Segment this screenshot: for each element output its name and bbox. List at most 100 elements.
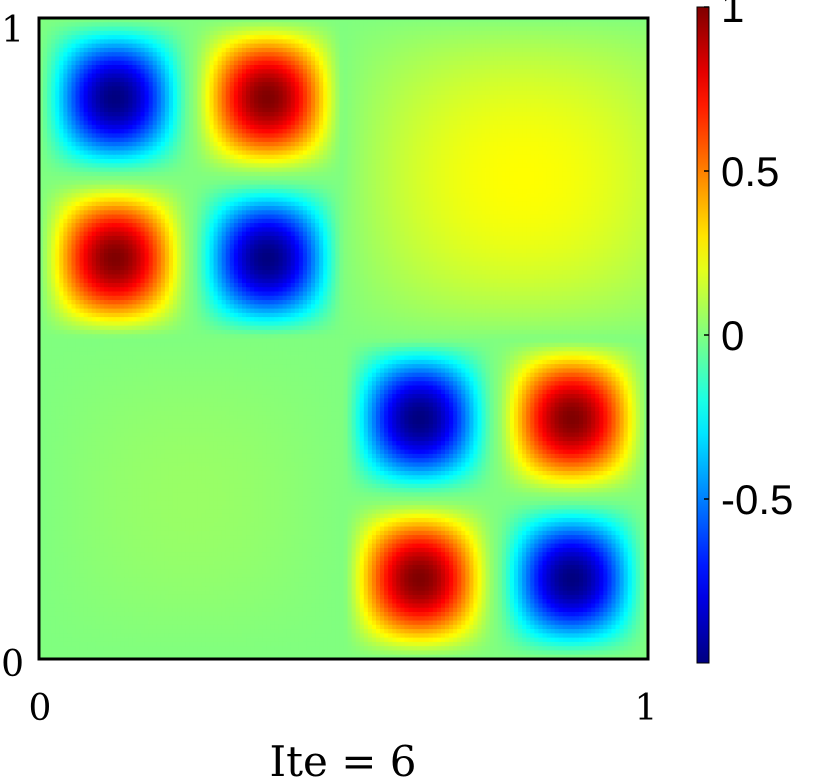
heatmap-cell <box>254 43 259 49</box>
heatmap-cell <box>168 82 174 87</box>
heatmap-cell <box>99 112 105 117</box>
heatmap-cell <box>250 77 255 83</box>
heatmap-cell <box>39 94 44 100</box>
heatmap-cell <box>128 154 133 160</box>
heatmap-cell <box>315 52 320 58</box>
heatmap-cell <box>79 22 85 28</box>
heatmap-cell <box>177 154 182 160</box>
heatmap-cell <box>290 99 296 105</box>
heatmap-cell <box>67 22 73 28</box>
heatmap-cell <box>278 120 284 126</box>
heatmap-cell <box>229 129 235 134</box>
heatmap-cell <box>591 154 596 160</box>
heatmap-cell <box>534 99 539 105</box>
heatmap-cell <box>367 116 373 122</box>
heatmap-cell <box>63 18 69 23</box>
heatmap-cell <box>290 103 296 109</box>
heatmap-cell <box>432 69 438 75</box>
heatmap-cell <box>384 73 389 79</box>
heatmap-cell <box>323 77 328 83</box>
heatmap-cell <box>274 39 280 45</box>
heatmap-cell <box>599 39 604 45</box>
heatmap-cell <box>412 141 418 147</box>
heatmap-cell <box>591 133 596 139</box>
heatmap-cell <box>355 133 361 139</box>
heatmap-cell <box>396 18 401 23</box>
heatmap-cell <box>522 30 527 36</box>
heatmap-cell <box>209 107 215 113</box>
heatmap-cell <box>103 116 109 122</box>
heatmap-cell <box>615 112 621 117</box>
heatmap-cell <box>619 112 625 117</box>
heatmap-cell <box>193 60 198 66</box>
heatmap-cell <box>152 22 158 28</box>
heatmap-cell <box>599 47 604 53</box>
heatmap-cell <box>116 73 121 79</box>
heatmap-cell <box>59 133 64 139</box>
heatmap-cell <box>128 73 133 79</box>
heatmap-cell <box>59 22 64 28</box>
heatmap-cell <box>278 47 284 53</box>
heatmap-cell <box>392 39 397 45</box>
heatmap-cell <box>116 154 121 160</box>
heatmap-cell <box>185 146 190 152</box>
heatmap-cell <box>136 73 142 79</box>
heatmap-cell <box>566 77 572 83</box>
heatmap-cell <box>542 86 548 92</box>
heatmap-cell <box>436 56 442 62</box>
heatmap-cell <box>440 47 446 53</box>
heatmap-cell <box>254 99 259 105</box>
heatmap-cell <box>132 69 138 75</box>
heatmap-cell <box>574 120 580 126</box>
heatmap-cell <box>294 120 300 126</box>
heatmap-cell <box>550 120 556 126</box>
heatmap-cell <box>140 35 146 40</box>
heatmap-cell <box>339 22 345 28</box>
heatmap-cell <box>99 133 105 139</box>
heatmap-cell <box>233 154 239 160</box>
heatmap-cell <box>497 99 503 105</box>
heatmap-cell <box>319 43 324 49</box>
heatmap-cell <box>599 30 604 36</box>
heatmap-cell <box>197 154 202 160</box>
heatmap-cell <box>217 116 223 122</box>
heatmap-cell <box>47 129 52 134</box>
heatmap-cell <box>294 73 300 79</box>
heatmap-cell <box>607 43 613 49</box>
heatmap-cell <box>59 103 64 109</box>
heatmap-cell <box>75 150 81 156</box>
heatmap-cell <box>59 90 64 96</box>
heatmap-cell <box>416 141 422 147</box>
heatmap-cell <box>477 112 483 117</box>
heatmap-cell <box>221 18 227 23</box>
heatmap-cell <box>538 141 544 147</box>
heatmap-cell <box>595 90 600 96</box>
heatmap-cell <box>87 112 93 117</box>
heatmap-cell <box>286 26 292 32</box>
heatmap-cell <box>225 159 231 164</box>
heatmap-cell <box>55 35 60 40</box>
heatmap-cell <box>607 112 613 117</box>
heatmap-cell <box>221 112 227 117</box>
heatmap-cell <box>477 107 483 113</box>
heatmap-cell <box>445 43 450 49</box>
heatmap-cell <box>607 94 613 100</box>
heatmap-cell <box>635 43 641 49</box>
heatmap-cell <box>416 94 422 100</box>
heatmap-cell <box>67 77 73 83</box>
heatmap-cell <box>367 69 373 75</box>
heatmap-cell <box>420 30 426 36</box>
heatmap-cell <box>128 137 133 143</box>
heatmap-cell <box>469 150 475 156</box>
heatmap-cell <box>315 43 320 49</box>
heatmap-cell <box>67 86 73 92</box>
heatmap-cell <box>359 86 365 92</box>
heatmap-cell <box>566 103 572 109</box>
heatmap-cell <box>603 26 608 32</box>
heatmap-cell <box>343 154 349 160</box>
heatmap-cell <box>566 52 572 58</box>
heatmap-cell <box>71 22 77 28</box>
heatmap-cell <box>197 26 202 32</box>
heatmap-cell <box>481 26 487 32</box>
heatmap-cell <box>530 141 535 147</box>
